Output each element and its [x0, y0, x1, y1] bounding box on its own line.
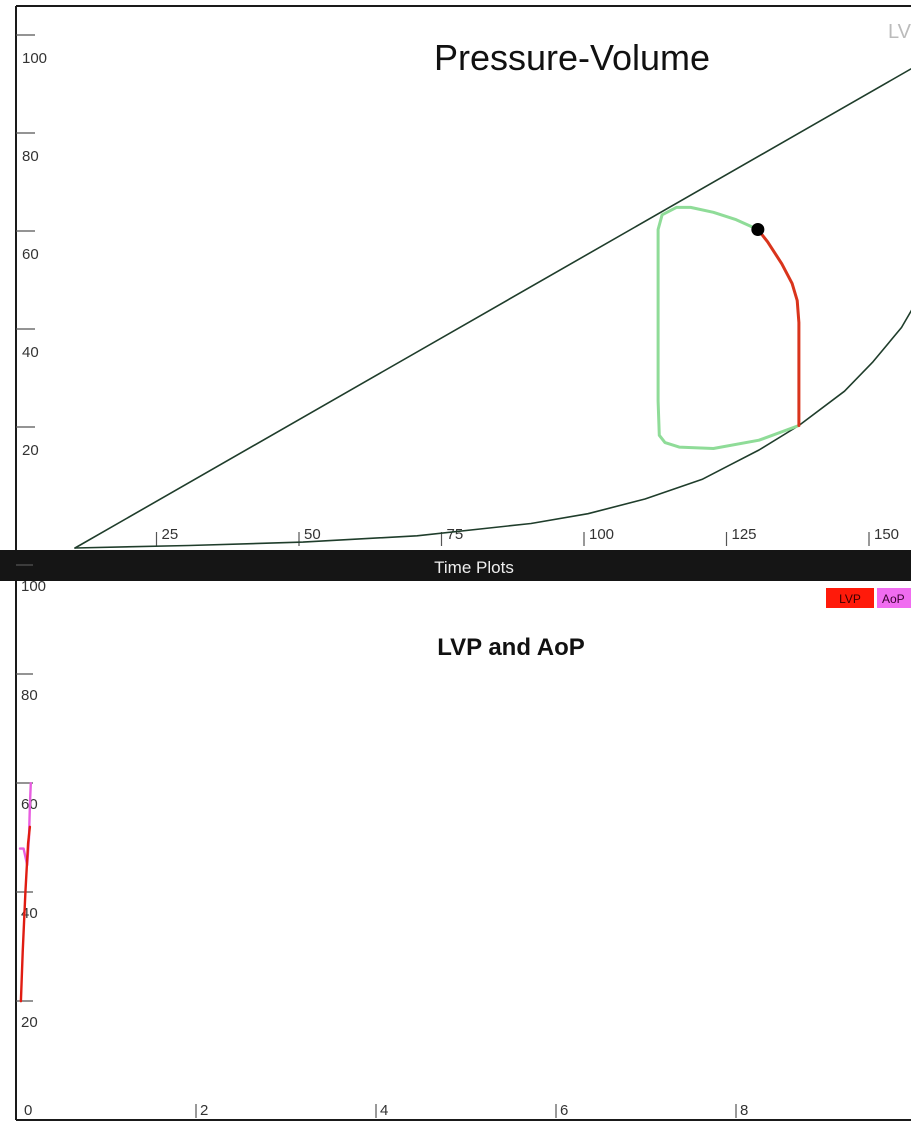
pv-loop-path: [656, 205, 801, 450]
lvp-trace: [19, 825, 32, 1003]
pv-y-tick-label: 20: [22, 442, 39, 459]
time-y-tick-label: 80: [21, 687, 38, 704]
pv-y-tick-label: 100: [22, 50, 47, 67]
time-x-axis: 0 2 4 6 8: [24, 1102, 748, 1119]
pv-chart: Pressure-Volume LV 20 40 60 80 100 25 50 75 100…: [15, 5, 911, 550]
pv-x-axis: 25 50 75 100 125 150: [155, 526, 899, 546]
time-plots-label: Time Plots: [434, 558, 514, 577]
pv-x-tick-label: 125: [732, 526, 757, 543]
pv-plot-area: [74, 67, 911, 549]
pv-x-tick-label: 150: [874, 526, 899, 543]
legend-lvp-box: [826, 588, 874, 608]
legend-lvp-label: LVP: [839, 592, 861, 606]
espvr-line: [74, 67, 911, 549]
corner-label: LV: [888, 21, 911, 43]
time-y-tick-label: 100: [21, 578, 46, 595]
current-state-marker: [751, 223, 765, 236]
legend-aop-box: [877, 588, 911, 608]
time-x-tick-label: 2: [200, 1102, 208, 1119]
pv-chart-title: Pressure-Volume: [434, 37, 710, 78]
legend-aop-label: AoP: [882, 592, 905, 606]
time-plots-bar-bg: [0, 550, 911, 581]
pv-x-tick-label: 75: [447, 526, 464, 543]
pv-y-tick-label: 80: [22, 148, 39, 165]
time-x-tick-label: 8: [740, 1102, 748, 1119]
pv-y-tick-label: 60: [22, 246, 39, 263]
pv-x-tick-label: 50: [304, 526, 321, 543]
pv-x-tick-label: 25: [162, 526, 179, 543]
time-chart-title: LVP and AoP: [437, 634, 585, 661]
time-plots-bar: Time Plots: [0, 550, 911, 581]
time-x-tick-label: 6: [560, 1102, 568, 1119]
edpvr-curve: [74, 309, 911, 549]
ejection-path: [756, 228, 801, 427]
time-x-tick-label: 4: [380, 1102, 388, 1119]
time-x-tick-label: 0: [24, 1102, 32, 1119]
time-y-tick-label: 20: [21, 1014, 38, 1031]
pv-y-tick-label: 40: [22, 344, 39, 361]
pv-y-axis: 20 40 60 80 100: [16, 34, 47, 459]
pv-x-tick-label: 100: [589, 526, 614, 543]
time-plot-area: [18, 782, 32, 1003]
time-legend: LVP AoP: [826, 588, 911, 608]
